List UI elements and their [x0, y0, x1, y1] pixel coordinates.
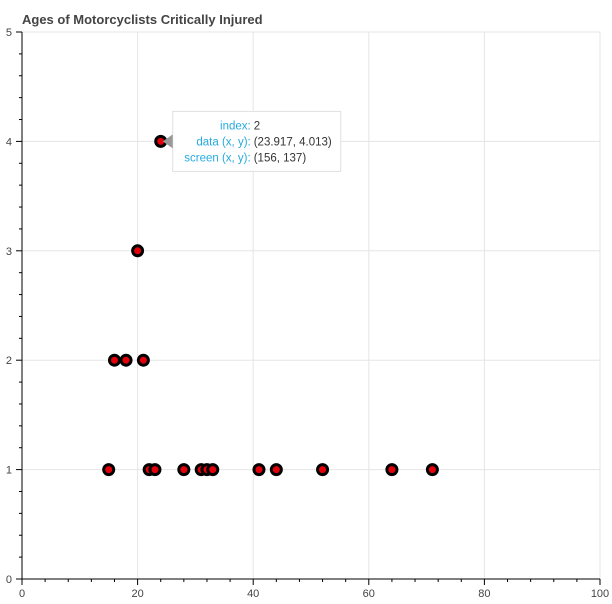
data-point[interactable]	[385, 463, 399, 477]
y-tick-label: 4	[6, 136, 12, 148]
y-tick-label: 5	[6, 27, 12, 39]
data-point[interactable]	[107, 353, 121, 367]
data-point[interactable]	[316, 463, 330, 477]
tooltip-arrow	[162, 134, 173, 149]
data-point[interactable]	[425, 463, 439, 477]
data-point[interactable]	[131, 244, 145, 258]
data-point[interactable]	[102, 463, 116, 477]
x-tick-label: 20	[131, 588, 143, 600]
y-tick-label: 0	[6, 574, 12, 586]
axes: 0 20 40 60 80 100 0 1 2 3 4 5	[6, 27, 609, 600]
x-tick-label: 40	[247, 588, 259, 600]
data-point[interactable]	[177, 463, 191, 477]
x-tick-label: 80	[478, 588, 490, 600]
data-point[interactable]	[136, 353, 150, 367]
data-point[interactable]	[148, 463, 162, 477]
tooltip-value: (23.917, 4.013)	[254, 136, 332, 148]
tooltip-key: data (x, y):	[196, 136, 250, 148]
data-point[interactable]	[269, 463, 283, 477]
chart-title: Ages of Motorcyclists Critically Injured	[22, 12, 263, 27]
data-point[interactable]	[252, 463, 266, 477]
y-tick-label: 1	[6, 465, 12, 477]
tooltip-value: 2	[254, 120, 260, 132]
data-point[interactable]	[119, 353, 133, 367]
x-tick-label: 0	[19, 588, 25, 600]
data-points[interactable]	[102, 134, 439, 477]
tooltip-value: (156, 137)	[254, 152, 307, 164]
data-point[interactable]	[206, 463, 220, 477]
x-tick-label: 100	[591, 588, 609, 600]
tooltip-box	[172, 110, 342, 172]
tooltip-key: screen (x, y):	[184, 152, 250, 164]
y-tick-label: 3	[6, 246, 12, 258]
y-tick-label: 2	[6, 355, 12, 367]
tooltip-key: index:	[220, 120, 251, 132]
hover-tooltip: index: 2 data (x, y): (23.917, 4.013) screen…	[162, 110, 342, 172]
x-tick-label: 60	[363, 588, 375, 600]
